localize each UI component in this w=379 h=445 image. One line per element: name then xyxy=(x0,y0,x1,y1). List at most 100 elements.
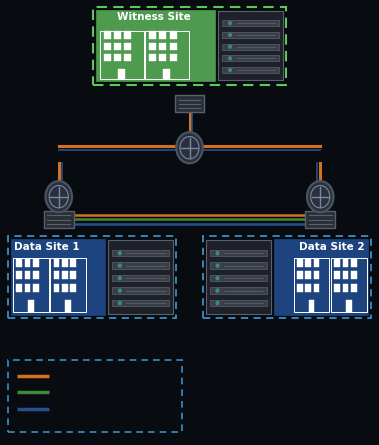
Bar xyxy=(70,259,76,267)
Bar xyxy=(343,271,348,279)
Bar xyxy=(305,211,335,228)
Bar xyxy=(124,32,131,39)
Bar xyxy=(62,259,68,267)
Bar xyxy=(149,53,156,61)
Bar xyxy=(33,271,39,279)
Bar xyxy=(65,300,71,312)
Bar xyxy=(13,259,49,312)
Bar xyxy=(145,31,189,79)
Bar xyxy=(112,287,169,294)
Text: Witness Site: Witness Site xyxy=(117,12,191,22)
Bar xyxy=(314,271,319,279)
Bar xyxy=(305,259,311,267)
Bar xyxy=(334,259,340,267)
Circle shape xyxy=(216,264,219,267)
Bar xyxy=(210,300,267,306)
Bar xyxy=(346,300,352,312)
Bar xyxy=(70,283,76,291)
Circle shape xyxy=(176,132,203,163)
Bar xyxy=(331,259,367,312)
Bar xyxy=(33,259,39,267)
Bar xyxy=(175,95,204,112)
Bar xyxy=(210,250,267,256)
Bar xyxy=(169,32,177,39)
Bar xyxy=(334,283,340,291)
Circle shape xyxy=(118,276,121,280)
Bar xyxy=(222,32,279,38)
Bar xyxy=(169,53,177,61)
Bar xyxy=(114,43,121,50)
Bar xyxy=(16,259,22,267)
Bar xyxy=(25,259,30,267)
Circle shape xyxy=(229,69,231,72)
Bar xyxy=(222,67,279,73)
Bar xyxy=(297,271,302,279)
Text: Data Site 2: Data Site 2 xyxy=(299,242,365,252)
Circle shape xyxy=(118,301,121,305)
Bar xyxy=(163,69,171,79)
Circle shape xyxy=(118,264,121,267)
Bar xyxy=(44,211,74,228)
Bar xyxy=(53,259,59,267)
Bar xyxy=(210,275,267,281)
Circle shape xyxy=(229,57,231,60)
Bar xyxy=(103,32,111,39)
Bar xyxy=(16,283,22,291)
Circle shape xyxy=(229,33,231,36)
Bar xyxy=(124,53,131,61)
Circle shape xyxy=(118,251,121,255)
Bar xyxy=(114,32,121,39)
Bar xyxy=(305,283,311,291)
Bar xyxy=(297,283,302,291)
Circle shape xyxy=(118,289,121,292)
Circle shape xyxy=(216,289,219,292)
Bar xyxy=(50,259,86,312)
Bar xyxy=(309,300,315,312)
Bar xyxy=(169,43,177,50)
Bar xyxy=(112,300,169,306)
Bar xyxy=(343,259,348,267)
Bar xyxy=(314,259,319,267)
Bar xyxy=(334,271,340,279)
Text: Data Site 1: Data Site 1 xyxy=(14,242,80,252)
Bar xyxy=(222,44,279,50)
Bar xyxy=(149,32,156,39)
Bar xyxy=(103,43,111,50)
Bar xyxy=(100,31,144,79)
Circle shape xyxy=(307,181,334,212)
Bar xyxy=(210,263,267,269)
Bar xyxy=(112,250,169,256)
Circle shape xyxy=(229,22,231,25)
Bar xyxy=(53,283,59,291)
Bar xyxy=(112,263,169,269)
Bar xyxy=(218,11,283,80)
Bar xyxy=(16,271,22,279)
Bar xyxy=(11,239,105,315)
Bar xyxy=(112,275,169,281)
Circle shape xyxy=(216,276,219,280)
Circle shape xyxy=(229,45,231,48)
Bar xyxy=(274,239,368,315)
Bar xyxy=(351,283,357,291)
Bar xyxy=(118,69,125,79)
Bar xyxy=(149,43,156,50)
Bar xyxy=(124,43,131,50)
Bar xyxy=(108,240,173,314)
Bar xyxy=(159,43,166,50)
Circle shape xyxy=(216,251,219,255)
Bar xyxy=(103,53,111,61)
Bar xyxy=(25,283,30,291)
Bar xyxy=(210,287,267,294)
Bar xyxy=(114,53,121,61)
Bar xyxy=(206,240,271,314)
Bar xyxy=(62,283,68,291)
Bar xyxy=(28,300,34,312)
Bar xyxy=(159,53,166,61)
Bar xyxy=(351,259,357,267)
Bar xyxy=(62,271,68,279)
Bar xyxy=(96,10,215,81)
Bar xyxy=(222,20,279,26)
Circle shape xyxy=(45,181,72,212)
Bar xyxy=(222,55,279,61)
Bar xyxy=(25,271,30,279)
